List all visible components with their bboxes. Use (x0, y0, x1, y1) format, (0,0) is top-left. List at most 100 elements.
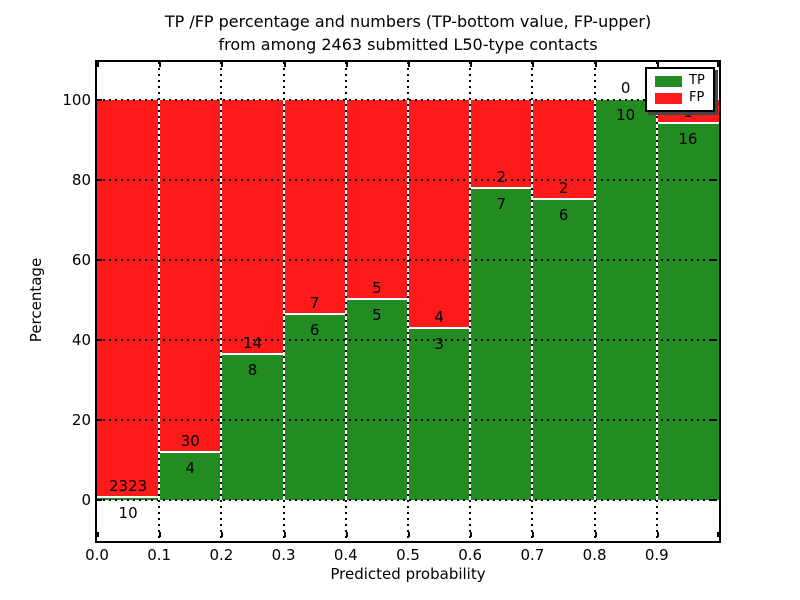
y-axis-label: Percentage (27, 257, 45, 343)
bar-label-fp: 2 (558, 179, 569, 197)
bar-segment-tp (594, 100, 657, 500)
x-tick-mark-bottom (408, 532, 410, 537)
x-tick-label: 0.1 (147, 546, 172, 564)
x-tick-label: 0.5 (396, 546, 420, 564)
bar-label-tp: 16 (678, 129, 698, 148)
x-tick-mark-bottom (717, 532, 719, 537)
chart-title-line1: TP /FP percentage and numbers (TP-bottom… (164, 12, 652, 31)
x-tick-mark-bottom (470, 532, 473, 537)
x-tick-label: 0.6 (458, 546, 483, 564)
x-tick-mark-top (532, 62, 535, 67)
bar-segment-tp (656, 123, 719, 500)
y-tick-mark-right (710, 419, 715, 421)
bar-segment-tp (408, 328, 471, 500)
y-tick-label: 60 (71, 251, 91, 269)
bar-segment-fp (97, 100, 160, 497)
bar-segment-boundary (345, 298, 408, 300)
grid-line-vertical (593, 62, 596, 541)
bar-label-tp: 7 (496, 194, 507, 213)
x-tick-label: 0.4 (333, 546, 358, 564)
x-tick-mark-top (470, 62, 473, 67)
y-tick-label: 0 (81, 491, 91, 509)
bar-segment-boundary (656, 121, 719, 124)
bar-label-tp: 4 (185, 458, 196, 477)
x-tick-mark-bottom (159, 532, 162, 537)
y-tick-mark-left (97, 259, 102, 261)
bar-segment-fp (532, 100, 595, 198)
x-tick-mark-top (221, 62, 224, 67)
x-tick-mark-bottom (532, 532, 535, 537)
legend-item-tp: TP (647, 74, 713, 88)
bar-label-fp: 0 (620, 79, 631, 97)
bar-label-tp: 5 (372, 306, 382, 324)
bar-segment-boundary (532, 198, 595, 200)
bar-label-fp: 2 (496, 167, 507, 186)
bar-segment-tp (221, 354, 284, 500)
bar-label-fp: 7 (309, 294, 320, 313)
x-tick-label: 0.0 (85, 546, 109, 564)
bar-label-fp: 2323 (109, 477, 148, 496)
y-tick-mark-left (97, 419, 102, 421)
bar-segment-tp (345, 300, 408, 500)
plot-area: TP FP 2323103041487655432726010116 (95, 60, 721, 543)
grid-line-vertical (469, 62, 472, 541)
bar-label-tp: 6 (558, 206, 569, 224)
x-tick-label: 0.3 (271, 546, 296, 564)
bar-segment-boundary (408, 326, 471, 329)
x-tick-mark-bottom (594, 532, 597, 537)
grid-line-vertical (655, 62, 658, 541)
grid-line-vertical (282, 62, 285, 541)
bar-segment-fp (283, 100, 346, 314)
y-tick-label: 80 (71, 171, 91, 189)
y-tick-mark-right (710, 499, 715, 501)
x-tick-label: 0.7 (520, 546, 545, 564)
x-tick-mark-top (594, 62, 597, 67)
chart-title: TP /FP percentage and numbers (TP-bottom… (97, 10, 719, 56)
x-tick-mark-top (283, 62, 286, 67)
x-tick-mark-bottom (283, 532, 286, 537)
bar-segment-boundary (221, 352, 284, 355)
grid-line-vertical (407, 62, 409, 541)
legend-item-fp: FP (647, 91, 713, 105)
bar-segment-boundary (159, 450, 222, 453)
legend: TP FP (645, 67, 715, 112)
x-tick-mark-top (159, 62, 162, 67)
x-tick-mark-bottom (656, 532, 659, 537)
y-tick-mark-right (710, 259, 715, 261)
bar-segment-fp (408, 100, 471, 327)
legend-label-tp: TP (689, 73, 705, 88)
y-tick-label: 20 (71, 411, 91, 429)
x-tick-label: 0.8 (582, 546, 607, 564)
bar-label-fp: 5 (372, 279, 382, 297)
bar-segment-tp (470, 188, 533, 500)
x-tick-mark-top (656, 62, 659, 67)
bar-segment-boundary (470, 186, 533, 189)
bar-label-tp: 6 (309, 321, 320, 340)
x-tick-mark-top (97, 62, 99, 67)
x-tick-mark-bottom (345, 532, 348, 537)
bar-segment-fp (159, 100, 222, 451)
grid-line-vertical (220, 62, 223, 541)
bar-label-fp: 4 (434, 307, 444, 326)
y-tick-mark-left (97, 339, 102, 341)
x-tick-mark-bottom (221, 532, 224, 537)
bar-label-fp: 30 (180, 431, 200, 450)
grid-line-vertical (158, 62, 161, 541)
bar-label-tp: 8 (247, 360, 258, 379)
bar-segment-tp (532, 200, 595, 500)
bar-label-fp: 14 (242, 333, 263, 352)
y-tick-mark-left (97, 99, 102, 101)
x-tick-label: 0.9 (644, 546, 669, 564)
chart-title-line2: from among 2463 submitted L50-type conta… (218, 35, 598, 54)
y-tick-mark-right (710, 339, 715, 341)
y-tick-label: 100 (62, 91, 91, 109)
bar-segment-tp (283, 315, 346, 500)
bar-label-tp: 3 (434, 334, 444, 353)
bar-segment-fp (345, 100, 408, 298)
grid-line-vertical (344, 62, 347, 541)
x-tick-mark-bottom (97, 532, 99, 537)
y-tick-mark-right (710, 179, 715, 181)
x-tick-label: 0.2 (209, 546, 234, 564)
x-axis-label: Predicted probability (330, 565, 486, 583)
